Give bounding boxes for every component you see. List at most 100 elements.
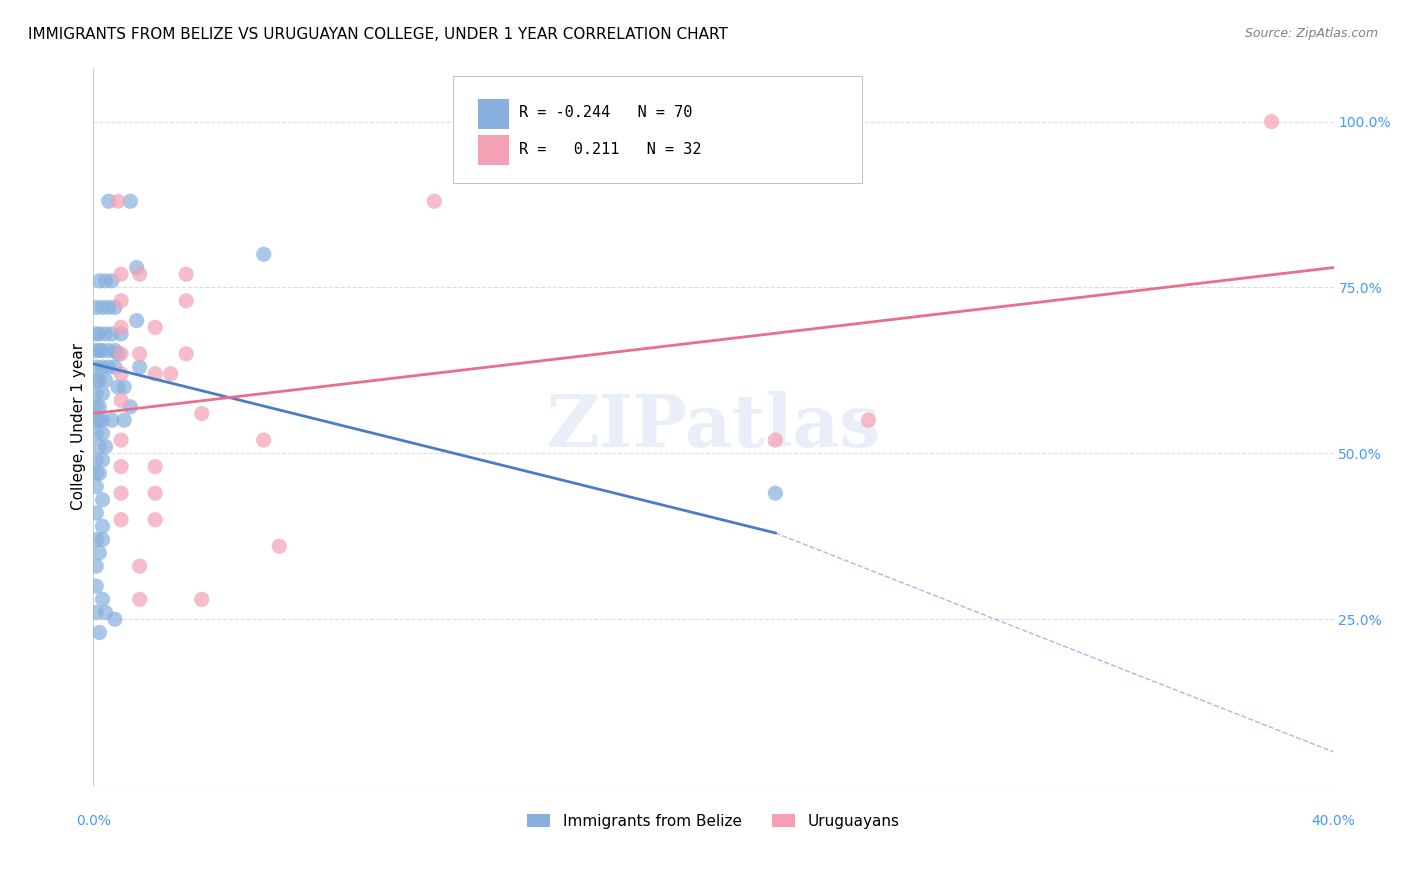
Point bbox=[101, 326, 124, 341]
Point bbox=[89, 625, 111, 640]
Point bbox=[143, 459, 166, 474]
Point bbox=[143, 367, 166, 381]
Point bbox=[107, 347, 129, 361]
Point bbox=[91, 386, 114, 401]
Point bbox=[89, 467, 111, 481]
Point bbox=[91, 492, 114, 507]
Point bbox=[84, 579, 107, 593]
Point bbox=[89, 373, 111, 387]
Point bbox=[423, 194, 446, 209]
Point bbox=[91, 453, 114, 467]
Point bbox=[858, 413, 880, 427]
Point bbox=[84, 426, 107, 441]
Point bbox=[89, 274, 111, 288]
Point bbox=[89, 413, 111, 427]
Point bbox=[110, 267, 132, 281]
Point bbox=[128, 267, 150, 281]
Point bbox=[89, 440, 111, 454]
Point bbox=[120, 194, 142, 209]
Point bbox=[84, 400, 107, 414]
Point bbox=[128, 559, 150, 574]
Point bbox=[104, 360, 127, 375]
Point bbox=[84, 467, 107, 481]
Point bbox=[94, 326, 117, 341]
Point bbox=[84, 360, 107, 375]
Point bbox=[84, 533, 107, 547]
Text: 0.0%: 0.0% bbox=[76, 814, 111, 828]
Point bbox=[174, 267, 197, 281]
Point bbox=[84, 343, 107, 358]
Point bbox=[84, 453, 107, 467]
Point bbox=[94, 606, 117, 620]
Point bbox=[110, 513, 132, 527]
Point bbox=[89, 343, 111, 358]
Point bbox=[143, 320, 166, 334]
Point bbox=[89, 546, 111, 560]
Point bbox=[120, 400, 142, 414]
Point bbox=[84, 386, 107, 401]
Point bbox=[94, 440, 117, 454]
Point bbox=[97, 194, 120, 209]
Point bbox=[125, 313, 148, 327]
Legend: Immigrants from Belize, Uruguayans: Immigrants from Belize, Uruguayans bbox=[522, 807, 905, 835]
Text: ZIPatlas: ZIPatlas bbox=[547, 392, 880, 462]
Text: 40.0%: 40.0% bbox=[1312, 814, 1355, 828]
Point bbox=[104, 612, 127, 626]
Point bbox=[143, 486, 166, 500]
Point bbox=[101, 413, 124, 427]
Point bbox=[253, 433, 276, 447]
Point bbox=[763, 433, 786, 447]
FancyBboxPatch shape bbox=[478, 99, 509, 129]
Point bbox=[84, 606, 107, 620]
Point bbox=[190, 407, 212, 421]
Point bbox=[112, 380, 135, 394]
Point bbox=[107, 194, 129, 209]
Y-axis label: College, Under 1 year: College, Under 1 year bbox=[72, 343, 86, 510]
Point bbox=[110, 433, 132, 447]
Point bbox=[84, 479, 107, 493]
Point bbox=[110, 486, 132, 500]
Point bbox=[128, 592, 150, 607]
Point bbox=[128, 360, 150, 375]
Point bbox=[91, 360, 114, 375]
Point bbox=[97, 301, 120, 315]
Point bbox=[91, 301, 114, 315]
Point bbox=[94, 373, 117, 387]
Point bbox=[125, 260, 148, 275]
Point bbox=[110, 293, 132, 308]
Point bbox=[763, 486, 786, 500]
Point bbox=[174, 347, 197, 361]
Point bbox=[1260, 114, 1282, 128]
Point bbox=[91, 533, 114, 547]
Point bbox=[110, 459, 132, 474]
Point bbox=[91, 519, 114, 533]
Point bbox=[84, 301, 107, 315]
Point bbox=[110, 393, 132, 408]
Point bbox=[110, 326, 132, 341]
Point bbox=[84, 506, 107, 520]
Point bbox=[104, 343, 127, 358]
Point bbox=[159, 367, 181, 381]
Text: Source: ZipAtlas.com: Source: ZipAtlas.com bbox=[1244, 27, 1378, 40]
Point bbox=[101, 274, 124, 288]
Point bbox=[110, 320, 132, 334]
Point bbox=[97, 343, 120, 358]
Point bbox=[91, 413, 114, 427]
Point bbox=[253, 247, 276, 261]
Point bbox=[128, 347, 150, 361]
FancyBboxPatch shape bbox=[478, 136, 509, 165]
Point bbox=[112, 413, 135, 427]
Point bbox=[94, 274, 117, 288]
Point bbox=[107, 380, 129, 394]
Point bbox=[143, 513, 166, 527]
Point bbox=[110, 367, 132, 381]
Point bbox=[104, 301, 127, 315]
Point bbox=[174, 293, 197, 308]
Text: R =   0.211   N = 32: R = 0.211 N = 32 bbox=[519, 142, 702, 157]
Point bbox=[91, 343, 114, 358]
Text: IMMIGRANTS FROM BELIZE VS URUGUAYAN COLLEGE, UNDER 1 YEAR CORRELATION CHART: IMMIGRANTS FROM BELIZE VS URUGUAYAN COLL… bbox=[28, 27, 728, 42]
Point bbox=[91, 592, 114, 607]
Point bbox=[84, 373, 107, 387]
Point bbox=[84, 413, 107, 427]
Point bbox=[269, 539, 291, 553]
